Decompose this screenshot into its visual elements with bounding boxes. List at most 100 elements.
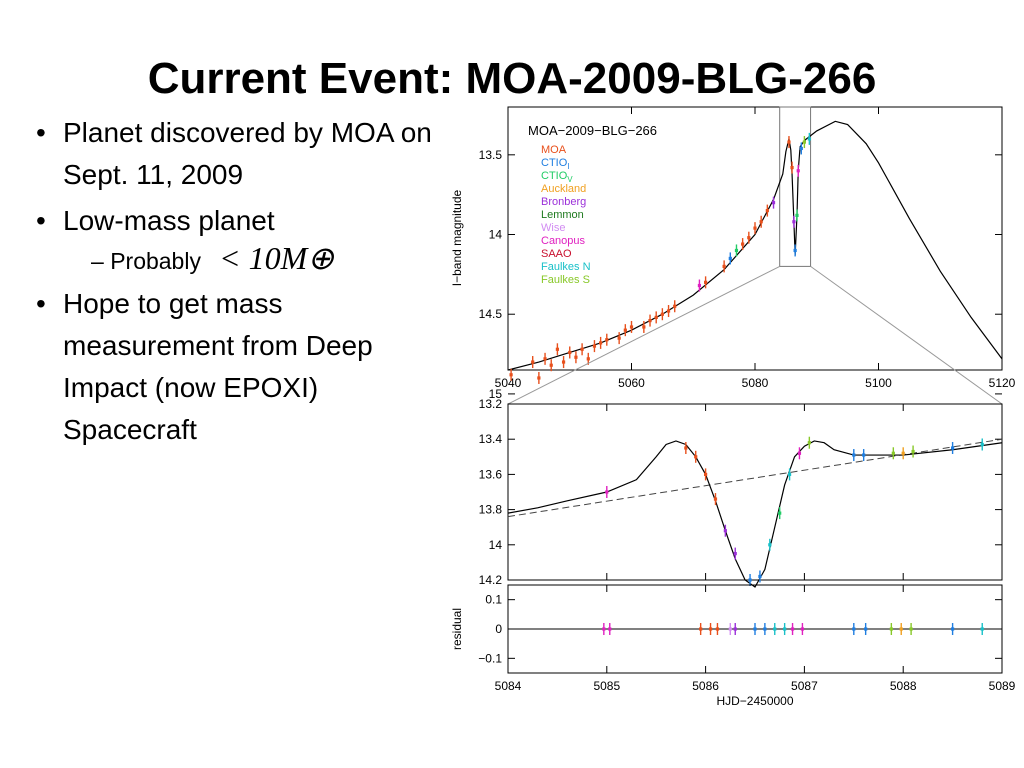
mass-limit-formula: < 10M⊕ (218, 240, 335, 276)
bullet-2: Low-mass planet – Probably< 10M⊕ (30, 200, 450, 279)
bullet-list: Planet discovered by MOA on Sept. 11, 20… (30, 112, 450, 455)
data-point (795, 213, 799, 217)
legend-entry: Lemmon (541, 209, 584, 221)
data-point (673, 304, 677, 308)
slide-title: Current Event: MOA-2009-BLG-266 (147, 54, 877, 104)
legend-entry: Canopus (541, 235, 586, 247)
data-point (911, 449, 915, 454)
legend-entry-subscript: V (567, 175, 573, 184)
x-tick-label: 5088 (890, 679, 917, 693)
data-point (763, 627, 767, 631)
data-point (790, 627, 795, 631)
y-tick-label: 14.2 (479, 573, 503, 587)
data-point (773, 627, 777, 631)
data-point (980, 442, 984, 447)
data-point (723, 529, 727, 533)
data-point (852, 453, 856, 457)
data-point (568, 350, 572, 355)
x-tick-label: 5086 (692, 679, 719, 693)
data-point (561, 360, 566, 364)
data-point (734, 248, 739, 253)
data-point (722, 264, 726, 268)
data-point (980, 627, 984, 631)
y-tick-label: 13.5 (479, 148, 503, 162)
data-point (704, 280, 708, 284)
data-point (660, 312, 664, 316)
data-point (768, 543, 772, 547)
legend-entry: Auckland (541, 183, 586, 195)
data-point (580, 347, 584, 351)
data-point (666, 309, 671, 313)
legend-entry: CTIOI (541, 157, 570, 171)
data-point (605, 490, 609, 494)
data-point (891, 451, 895, 455)
y-tick-label: 15 (489, 387, 503, 401)
bullet-1: Planet discovered by MOA on Sept. 11, 20… (30, 112, 450, 196)
sub-bullet-1-text: Probably (110, 248, 201, 274)
data-point (799, 146, 803, 151)
data-point (899, 627, 903, 631)
data-point (792, 220, 796, 224)
data-point (704, 472, 708, 476)
y-tick-label: 14 (489, 538, 503, 552)
data-point (605, 338, 609, 342)
data-point (586, 357, 590, 361)
single-lens-baseline (507, 438, 1003, 518)
data-point (715, 627, 720, 631)
data-point (901, 451, 905, 455)
data-point (549, 363, 553, 367)
data-point (728, 256, 732, 261)
zoom-model-curve (507, 440, 1003, 588)
data-point (771, 201, 776, 205)
data-point (793, 248, 797, 253)
bullet-1-text: Planet discovered by MOA on Sept. 11, 20… (63, 117, 432, 190)
data-point (599, 341, 603, 345)
legend-entry: Wise (541, 222, 565, 234)
data-point (800, 627, 805, 631)
data-point (623, 328, 627, 332)
data-point (951, 627, 955, 631)
sub-bullet-1: – Probably < 10M⊕ (91, 240, 335, 276)
data-point (787, 140, 791, 144)
data-point (733, 552, 737, 556)
x-tick-label: 5040 (495, 376, 522, 390)
legend-entry: MOA (541, 144, 567, 156)
data-point (852, 627, 856, 631)
legend-entry-subscript: I (567, 162, 569, 171)
y-tick-label: −0.1 (478, 651, 502, 665)
legend-entry: CTIOV (541, 170, 573, 184)
data-point (708, 627, 713, 631)
data-point (889, 627, 893, 631)
data-point (697, 283, 702, 288)
data-point (778, 511, 782, 515)
bullet-3-text: Hope to get mass measurement from Deep I… (63, 288, 373, 445)
chart-title: MOA−2009−BLG−266 (528, 123, 657, 138)
data-point (509, 373, 513, 377)
data-point (802, 140, 806, 144)
data-point (796, 169, 800, 173)
x-tick-label: 5080 (742, 376, 769, 390)
bullet-3: Hope to get mass measurement from Deep I… (30, 283, 450, 451)
data-point (617, 336, 621, 340)
data-point (747, 236, 751, 240)
data-point (608, 627, 612, 631)
x-tick-label: 5120 (989, 376, 1016, 390)
data-point (748, 578, 752, 582)
x-tick-label: 5089 (989, 679, 1016, 693)
y-axis-label: I−band magnitude (450, 189, 464, 286)
bullet-2-text: Low-mass planet (63, 205, 275, 236)
data-point (728, 627, 732, 631)
data-point (741, 242, 745, 246)
data-point (531, 360, 535, 364)
data-point (807, 441, 811, 445)
y-tick-label: 13.6 (479, 467, 503, 481)
data-point (790, 165, 794, 170)
x-tick-label: 5087 (791, 679, 818, 693)
y-tick-label: 14 (489, 228, 503, 242)
data-point (694, 455, 698, 459)
data-point (758, 574, 762, 579)
data-point (787, 472, 792, 476)
data-point (753, 226, 757, 230)
data-point (543, 357, 547, 361)
